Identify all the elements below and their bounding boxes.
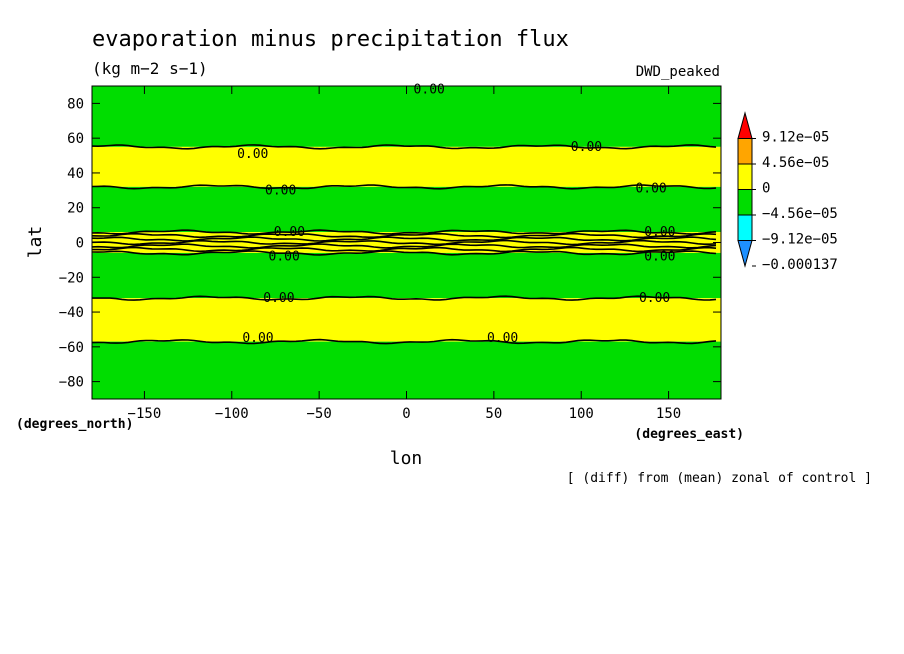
contour-line-0 [91, 144, 717, 150]
colorbar-label-4: −9.12e−05 [762, 232, 838, 248]
colorbar-label-1: 4.56e−05 [762, 155, 829, 171]
band-0 [92, 86, 721, 147]
contour-label-8: 0.00 [263, 291, 294, 306]
contour-line-3 [91, 232, 717, 239]
colorbar-swatch-2 [737, 163, 753, 190]
contour-line-2 [91, 229, 717, 235]
colorbar-swatch-0 [737, 111, 753, 139]
x-tick-label-3: 0 [402, 406, 410, 422]
y-tick-label-5: 20 [67, 201, 84, 217]
band-2 [92, 186, 721, 233]
y-units-label: (degrees_north) [16, 417, 133, 432]
contour-label-11: 0.00 [487, 331, 518, 346]
contour-label-7: 0.00 [644, 249, 675, 264]
colorbar-label-3: −4.56e−05 [762, 206, 838, 222]
y-tick-label-0: −80 [59, 375, 84, 391]
contour-line-10 [91, 338, 717, 345]
contour-line-7 [92, 246, 717, 253]
contour-line-8 [91, 250, 717, 256]
contour-label-10: 0.00 [242, 331, 273, 346]
colorbar-label-5: −0.000137 [762, 257, 838, 273]
contour-line-5 [91, 239, 717, 246]
x-tick-label-4: 50 [485, 406, 502, 422]
band-6 [92, 341, 721, 399]
y-axis: −80 −60 −40 −20 0 20 40 60 80 [59, 96, 721, 391]
y-tick-label-3: −20 [59, 270, 84, 286]
model-label: DWD_peaked [636, 64, 720, 80]
colorbar-swatch-3 [737, 189, 753, 216]
contour-labels: 0.00 0.00 0.00 0.00 0.00 0.00 0.00 0.00 0.00 0.00… [237, 82, 675, 346]
contour-label-2: 0.00 [265, 183, 296, 198]
chart-units: (kg m−2 s−1) [92, 59, 208, 78]
band-5 [92, 298, 721, 342]
contour-label-0: 0.00 [237, 147, 268, 162]
y-tick-label-7: 60 [67, 131, 84, 147]
band-4 [92, 252, 721, 299]
x-tick-label-6: 150 [656, 406, 681, 422]
colorbar-swatch-4 [737, 214, 753, 241]
y-tick-label-6: 40 [67, 166, 84, 182]
y-tick-label-1: −60 [59, 340, 84, 356]
contour-line-9 [92, 295, 717, 301]
x-tick-label-1: −100 [215, 406, 249, 422]
footnote: [ (diff) from (mean) zonal of control ] [567, 471, 872, 486]
x-tick-label-2: −50 [306, 406, 331, 422]
y-tick-label-4: 0 [76, 236, 84, 252]
x-tick-label-5: 100 [569, 406, 594, 422]
colorbar-label-2: 0 [762, 181, 770, 197]
y-tick-label-8: 80 [67, 96, 84, 112]
contour-line-6 [91, 243, 717, 249]
x-tick-label-0: −150 [128, 406, 162, 422]
contour-label-6: 0.00 [269, 249, 300, 264]
contour-label-3: 0.00 [635, 182, 666, 197]
y-axis-label: lat [25, 226, 46, 259]
contour-label-4: 0.00 [274, 225, 305, 240]
x-units-label: (degrees_east) [634, 427, 744, 442]
chart-title: evaporation minus precipitation flux [92, 27, 569, 52]
colorbar: 9.12e−05 4.56e−05 0 −4.56e−05 −9.12e−05 −0.00… [737, 111, 838, 273]
contour-label-12: 0.00 [414, 82, 445, 97]
contour-label-9: 0.00 [639, 291, 670, 306]
contour-lines [91, 144, 717, 345]
contour-line-1 [91, 184, 717, 190]
x-axis: −150 −100 −50 0 50 100 150 [128, 86, 681, 422]
contour-label-1: 0.00 [571, 140, 602, 155]
colorbar-swatch-1 [737, 138, 753, 165]
contour-label-5: 0.00 [644, 225, 675, 240]
colorbar-label-0: 9.12e−05 [762, 130, 829, 146]
y-tick-label-2: −40 [59, 305, 84, 321]
x-axis-label: lon [390, 448, 423, 469]
colorbar-swatch-5 [737, 240, 753, 268]
band-1 [92, 146, 721, 187]
